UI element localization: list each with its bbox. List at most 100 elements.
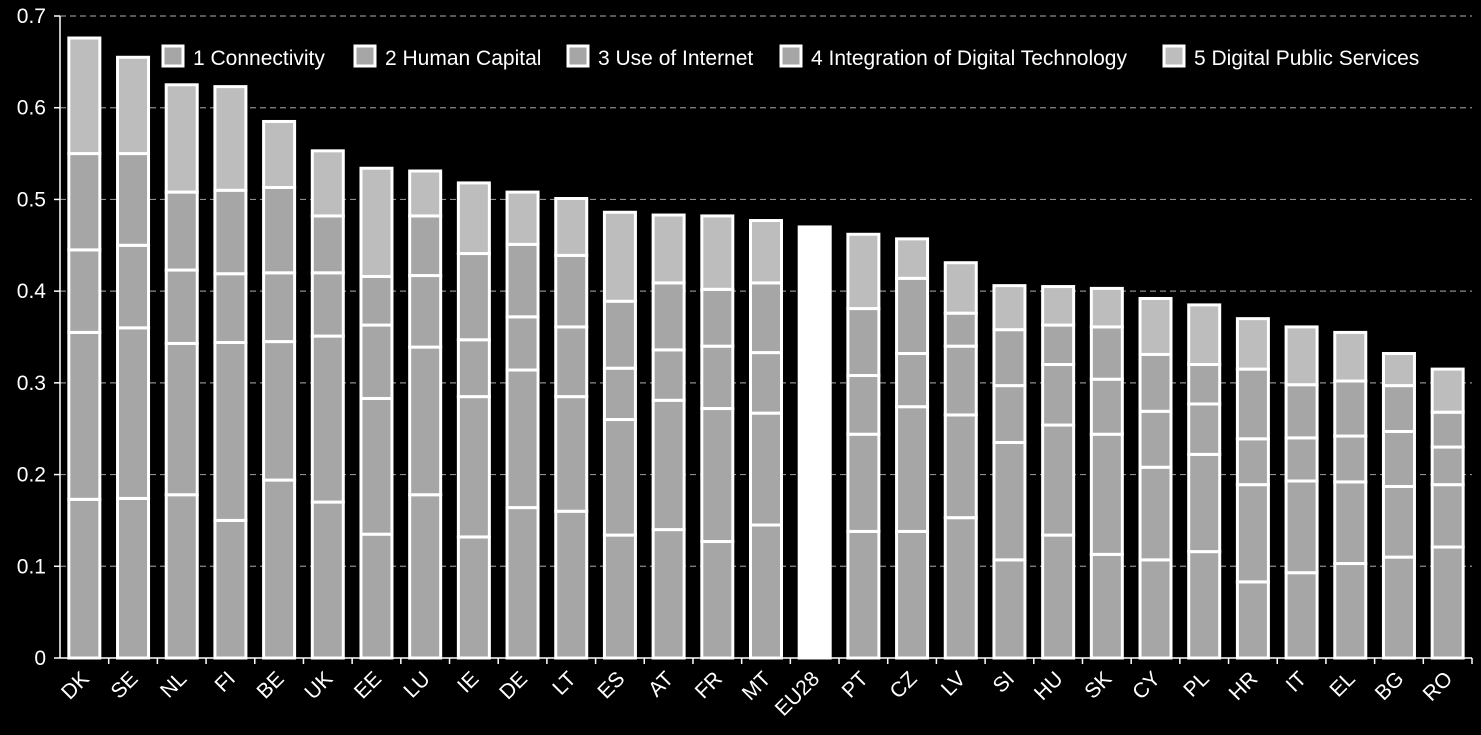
- bar-segment: [213, 518, 248, 660]
- legend-swatch: [566, 44, 590, 68]
- bar-segment: [554, 509, 589, 660]
- bar-segment: [651, 281, 686, 352]
- bar-segment: [456, 535, 491, 660]
- legend-item: 5 Digital Public Services: [1162, 44, 1419, 70]
- bar-pt: [846, 232, 881, 660]
- bar-segment: [700, 407, 735, 544]
- bar-segment: [1138, 558, 1173, 660]
- bar-segment: [554, 395, 589, 513]
- bar-segment: [67, 497, 102, 660]
- bar-segment: [651, 528, 686, 660]
- bar-segment: [1381, 555, 1416, 660]
- bar-segment: [164, 341, 199, 497]
- bar-segment: [310, 334, 345, 504]
- bar-segment: [262, 271, 297, 344]
- x-tick-label: CY: [1128, 667, 1165, 704]
- bar-segment: [164, 493, 199, 660]
- bar-ro: [1430, 367, 1465, 660]
- x-tick-label: ES: [593, 667, 629, 703]
- bar-segment: [116, 326, 151, 500]
- bar-segment: [1381, 484, 1416, 559]
- x-tick-label: BE: [253, 667, 289, 703]
- bar-segment: [1430, 445, 1465, 487]
- x-tick-label: CZ: [886, 667, 922, 703]
- y-tick-label: 0: [34, 647, 46, 670]
- bar-cz: [895, 237, 930, 660]
- bar-si: [992, 284, 1027, 660]
- x-tick-label: SE: [106, 667, 142, 703]
- x-tick-label: UK: [300, 667, 337, 704]
- x-tick-label: PT: [838, 667, 873, 702]
- bar-segment: [67, 152, 102, 252]
- bar-segment: [1041, 323, 1076, 367]
- bar-segment: [1041, 533, 1076, 660]
- bar-segment: [1041, 285, 1076, 327]
- bar-segment: [505, 506, 540, 660]
- bar-segment: [1430, 545, 1465, 660]
- bar-segment: [1187, 303, 1222, 367]
- bar-segment: [505, 190, 540, 246]
- bar-segment: [1187, 402, 1222, 456]
- bar-segment: [602, 418, 637, 537]
- legend: 1 Connectivity 2 Human Capital 3 Use of In…: [161, 44, 1419, 70]
- bar-segment: [505, 315, 540, 372]
- x-tick-label: RO: [1419, 667, 1458, 706]
- bar-segment: [700, 344, 735, 411]
- bar-lt: [554, 197, 589, 660]
- x-tick-label: IE: [453, 667, 483, 697]
- bar-segment: [505, 242, 540, 319]
- bar-fi: [213, 85, 248, 660]
- x-tick-label: AT: [644, 667, 678, 701]
- bar-segment: [1138, 409, 1173, 469]
- bar-segment: [1041, 363, 1076, 427]
- legend-label: 5 Digital Public Services: [1194, 47, 1419, 70]
- y-tick-label: 0.4: [17, 280, 47, 303]
- bar-segment: [213, 341, 248, 522]
- bar-segment: [213, 188, 248, 276]
- bar-uk: [310, 149, 345, 660]
- bar-segment-eu28: [797, 225, 832, 660]
- bar-segment: [846, 232, 881, 311]
- bar-segment: [359, 323, 394, 400]
- bar-segment: [1333, 480, 1368, 566]
- legend-label: 1 Connectivity: [193, 47, 325, 70]
- x-tick-label: MT: [738, 667, 776, 705]
- bar-segment: [895, 352, 930, 409]
- bar-segment: [1089, 552, 1124, 660]
- bar-segment: [1333, 434, 1368, 484]
- bar-segment: [456, 181, 491, 256]
- bar-segment: [1284, 436, 1319, 483]
- y-tick-label: 0.1: [17, 555, 46, 578]
- bar-segment: [992, 558, 1027, 660]
- bar-segment: [1333, 562, 1368, 660]
- bar-segment: [749, 219, 783, 285]
- bar-cy: [1138, 296, 1173, 660]
- legend-label: 2 Human Capital: [385, 47, 541, 70]
- bar-segment: [1187, 363, 1222, 406]
- bar-segment: [456, 395, 491, 539]
- x-tick-label: SK: [1080, 667, 1116, 703]
- bar-segment: [943, 516, 978, 660]
- x-tick-label: EU28: [771, 667, 824, 720]
- bar-segment: [700, 214, 735, 291]
- bar-segment: [67, 248, 102, 334]
- bar-segment: [116, 55, 151, 156]
- legend-swatch: [161, 44, 185, 68]
- x-tick-label: DK: [57, 667, 94, 704]
- bar-segment: [408, 493, 443, 660]
- bar-sk: [1089, 286, 1124, 660]
- bar-segment: [408, 214, 443, 278]
- bar-segment: [1089, 377, 1124, 436]
- bar-mt: [749, 219, 783, 660]
- bar-segment: [213, 85, 248, 192]
- bar-segment: [1284, 479, 1319, 575]
- bar-segment: [262, 186, 297, 275]
- bar-segment: [213, 272, 248, 345]
- y-tick-label: 0.6: [17, 97, 46, 120]
- x-tick-label: HU: [1030, 667, 1068, 705]
- bar-segment: [310, 214, 345, 275]
- bar-segment: [1187, 452, 1222, 554]
- bar-segment: [1138, 465, 1173, 562]
- bar-segment: [846, 374, 881, 436]
- bar-segment: [895, 405, 930, 533]
